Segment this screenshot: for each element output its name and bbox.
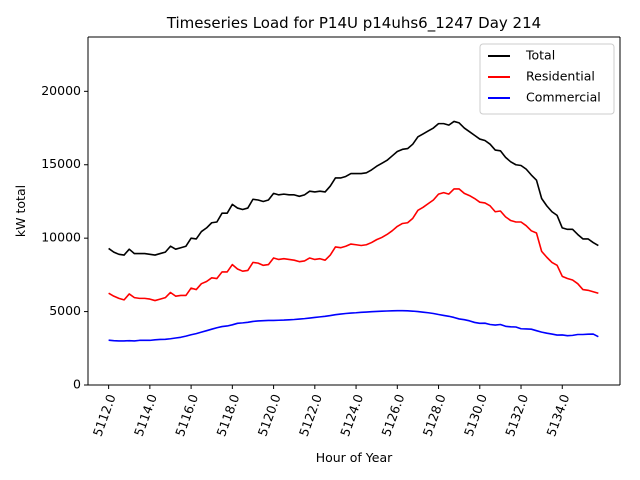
frame-layer (87, 36, 621, 386)
y-tick-label: 10000 (41, 230, 81, 245)
y-axis-label: kW total (13, 185, 28, 237)
series-line-total (108, 120, 599, 256)
legend-box (479, 43, 615, 115)
series-layer (108, 120, 599, 342)
y-tick-label: 0 (73, 377, 81, 392)
legend-label-residential: Residential (526, 69, 595, 84)
y-tick-label: 5000 (49, 303, 81, 318)
y-axis-ticks: 0 5000 10000 15000 20000 (41, 83, 88, 392)
y-tick-label: 15000 (41, 156, 81, 171)
chart-title: Timeseries Load for P14U p14uhs6_1247 Da… (166, 14, 541, 33)
series-line-commercial (108, 309, 599, 342)
legend: Total Residential Commercial (479, 43, 615, 115)
y-tick-label: 20000 (41, 83, 81, 98)
series-line-residential (108, 188, 599, 302)
legend-label-total: Total (525, 48, 555, 63)
x-axis-label: Hour of Year (316, 450, 393, 465)
legend-label-commercial: Commercial (526, 90, 601, 105)
